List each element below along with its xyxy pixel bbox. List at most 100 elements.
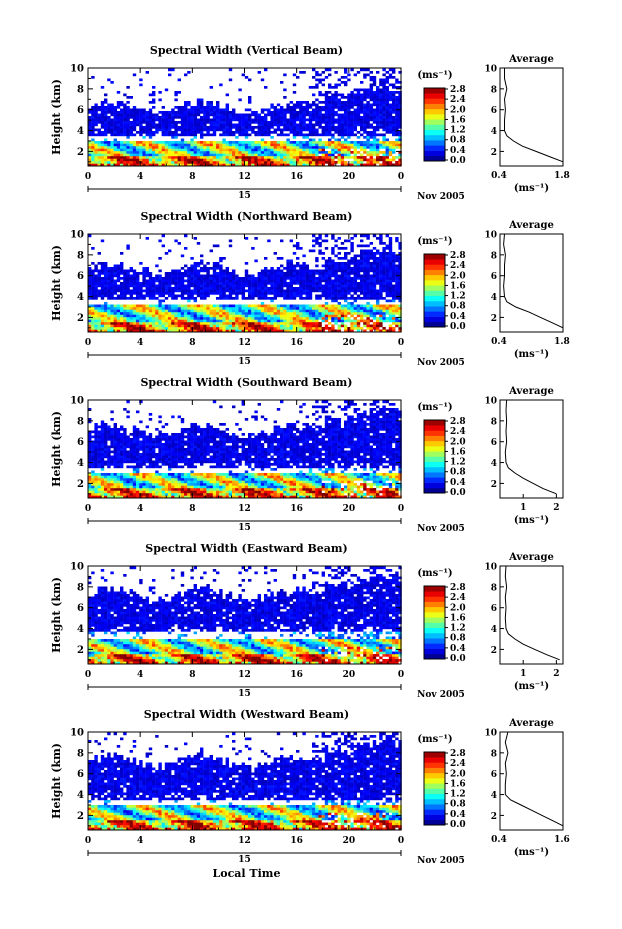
- heatmap-cell: [385, 161, 389, 164]
- heatmap-cell: [296, 309, 300, 313]
- heatmap-cell: [273, 319, 277, 323]
- heatmap-cell: [382, 158, 386, 162]
- heatmap-cell: [168, 329, 172, 333]
- heatmap-cell: [145, 267, 149, 270]
- heatmap-cell: [190, 148, 194, 152]
- heatmap-cell: [324, 98, 329, 102]
- heatmap-cell: [168, 141, 172, 144]
- heatmap-cell: [228, 126, 233, 129]
- heatmap-cell: [372, 136, 377, 139]
- heatmap-cell: [193, 118, 197, 122]
- heatmap-cell: [273, 113, 277, 117]
- heatmap-cell: [344, 299, 348, 303]
- heatmap-cell: [328, 158, 332, 162]
- heatmap-cell: [382, 128, 386, 132]
- heatmap-cell: [120, 121, 124, 124]
- heatmap-cell: [251, 153, 255, 157]
- heatmap-cell: [248, 277, 252, 280]
- heatmap-cell: [107, 106, 111, 109]
- heatmap-cell: [94, 309, 98, 313]
- heatmap-cell: [372, 267, 377, 270]
- heatmap-cell: [392, 292, 396, 295]
- heatmap-cell: [219, 118, 223, 122]
- heatmap-cell: [248, 123, 252, 127]
- heatmap-cell: [216, 317, 220, 320]
- heatmap-cell: [395, 269, 399, 273]
- heatmap-cell: [187, 133, 191, 137]
- heatmap-cell: [232, 274, 236, 278]
- heatmap-cell: [312, 274, 316, 278]
- heatmap-cell: [148, 123, 153, 127]
- heatmap-cell: [132, 153, 137, 157]
- heatmap-cell: [155, 146, 159, 149]
- heatmap-cell: [145, 163, 149, 167]
- heatmap-cell: [120, 113, 124, 117]
- heatmap-cell: [225, 93, 229, 97]
- heatmap-cell: [318, 329, 322, 333]
- heatmap-cell: [161, 309, 165, 313]
- heatmap-cell: [212, 267, 217, 270]
- heatmap-cell: [100, 264, 105, 268]
- heatmap-cell: [174, 239, 178, 243]
- heatmap-cell: [196, 126, 201, 129]
- heatmap-cell: [164, 131, 169, 134]
- heatmap-cell: [376, 96, 380, 99]
- heatmap-cell: [334, 83, 338, 87]
- heatmap-cell: [177, 111, 181, 114]
- heatmap-cell: [286, 327, 290, 330]
- heatmap-cell: [379, 252, 383, 255]
- heatmap-cell: [116, 307, 121, 310]
- heatmap-cell: [318, 81, 322, 84]
- heatmap-cell: [148, 307, 153, 310]
- heatmap-cell: [267, 287, 271, 290]
- heatmap-cell: [177, 148, 181, 152]
- heatmap-cell: [155, 274, 159, 278]
- heatmap-cell: [145, 113, 149, 117]
- heatmap-cell: [110, 163, 114, 167]
- heatmap-cell: [344, 113, 348, 117]
- heatmap-cell: [161, 118, 165, 122]
- heatmap-cell: [276, 158, 281, 162]
- heatmap-cell: [385, 158, 389, 162]
- heatmap-cell: [286, 314, 290, 318]
- heatmap-cell: [126, 274, 130, 278]
- heatmap-cell: [292, 128, 297, 132]
- heatmap-cell: [395, 96, 399, 99]
- heatmap-cell: [328, 133, 332, 137]
- heatmap-cell: [334, 267, 338, 270]
- heatmap-cell: [398, 163, 402, 167]
- heatmap-cell: [190, 292, 194, 295]
- heatmap-cell: [113, 138, 117, 142]
- heatmap-cell: [372, 98, 377, 102]
- heatmap-cell: [174, 269, 178, 273]
- heatmap-cell: [110, 277, 114, 280]
- heatmap-cell: [296, 151, 300, 154]
- heatmap-cell: [289, 106, 293, 109]
- heatmap-cell: [107, 118, 111, 122]
- heatmap-cell: [299, 108, 303, 112]
- heatmap-cell: [94, 153, 98, 157]
- heatmap-cell: [305, 329, 309, 333]
- heatmap-cell: [244, 312, 249, 315]
- heatmap-cell: [292, 282, 297, 285]
- heatmap-cell: [286, 108, 290, 112]
- heatmap-cell: [280, 81, 284, 84]
- heatmap-cell: [155, 153, 159, 157]
- heatmap-cell: [388, 146, 393, 149]
- heatmap-cell: [360, 259, 364, 263]
- heatmap-cell: [280, 309, 284, 313]
- y-axis-label: Height (km): [50, 79, 63, 155]
- heatmap-cell: [142, 141, 146, 144]
- heatmap-cell: [276, 284, 281, 288]
- heatmap-cell: [228, 314, 233, 318]
- heatmap-cell: [257, 282, 261, 285]
- heatmap-cell: [344, 156, 348, 159]
- heatmap-cell: [292, 294, 297, 298]
- heatmap-cell: [216, 279, 220, 283]
- heatmap-cell: [324, 103, 329, 107]
- heatmap-cell: [251, 307, 255, 310]
- heatmap-cell: [123, 113, 127, 117]
- heatmap-cell: [148, 151, 153, 154]
- heatmap-cell: [193, 113, 197, 117]
- heatmap-cell: [177, 287, 181, 290]
